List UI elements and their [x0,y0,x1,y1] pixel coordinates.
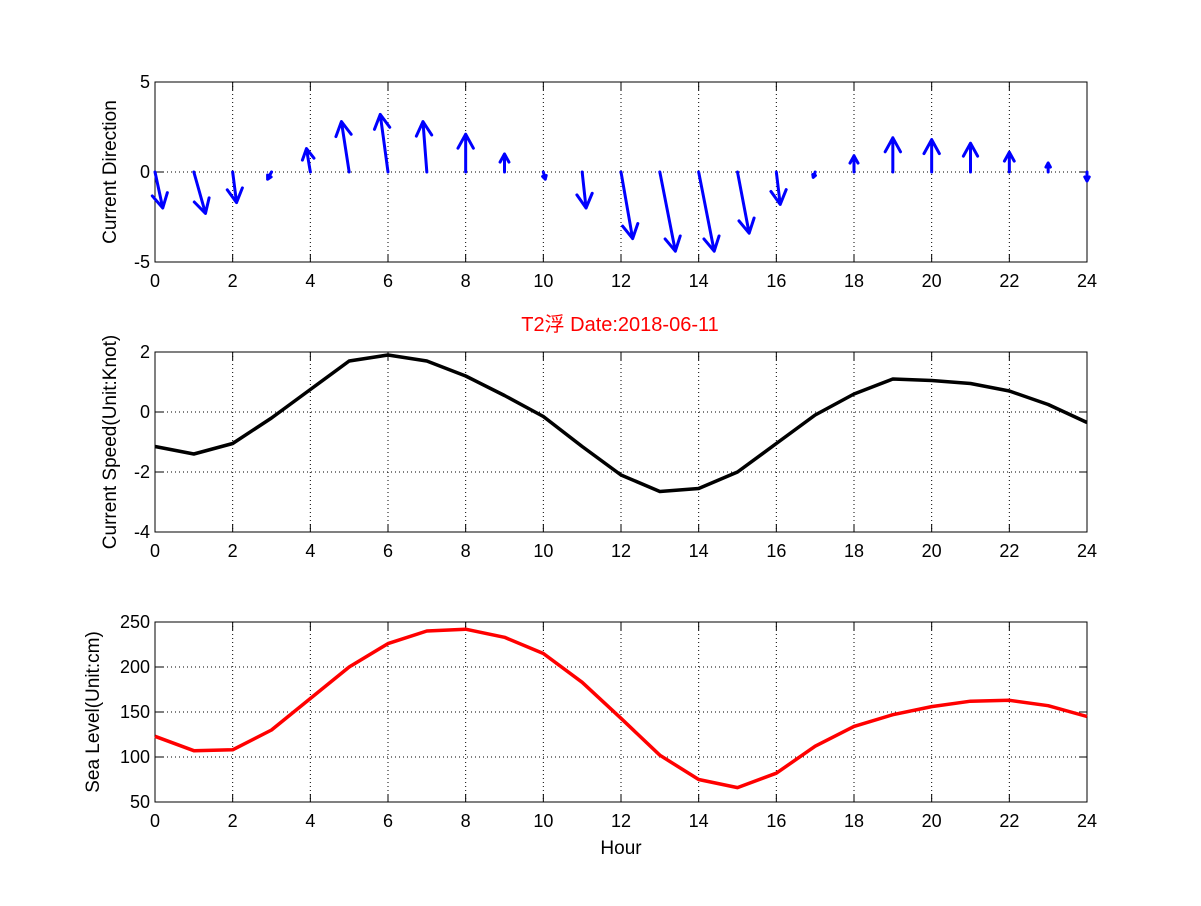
x-tick-label: 4 [305,811,315,831]
x-tick-label: 24 [1077,811,1097,831]
current-arrow [619,170,640,241]
current-arrow [1044,161,1052,174]
x-tick-label: 8 [461,541,471,561]
x-axis-label: Hour [600,838,642,859]
current-arrow [883,136,903,174]
y-tick-label: 5 [140,72,150,92]
current-arrow [541,170,548,181]
current-arrow [1002,150,1016,174]
x-tick-label: 6 [383,811,393,831]
x-tick-label: 0 [150,811,160,831]
y-tick-label: 150 [120,702,150,722]
x-tick-label: 12 [611,271,631,291]
y-tick-label: 200 [120,657,150,677]
x-tick-label: 16 [766,811,786,831]
x-tick-label: 10 [533,541,553,561]
current-arrow [225,170,244,205]
x-tick-label: 8 [461,811,471,831]
x-tick-label: 14 [689,271,709,291]
current-arrow [150,170,169,210]
x-tick-label: 18 [844,271,864,291]
x-tick-label: 4 [305,271,315,291]
x-tick-label: 4 [305,541,315,561]
x-tick-label: 0 [150,271,160,291]
current-arrow [300,147,316,174]
y-axis-label: Sea Level(Unit:cm) [83,631,104,793]
y-axis-label: Current Speed(Unit:Knot) [100,335,121,549]
y-tick-label: 0 [140,162,150,182]
x-tick-label: 20 [922,541,942,561]
y-tick-label: -2 [134,462,150,482]
current-arrow [372,112,392,174]
current-arrow [848,154,860,174]
x-tick-label: 2 [228,271,238,291]
current-arrow [456,132,475,174]
y-tick-label: 250 [120,612,150,632]
x-tick-label: 10 [533,271,553,291]
x-tick-label: 8 [461,271,471,291]
current-arrow [736,170,756,235]
x-tick-label: 20 [922,811,942,831]
x-tick-label: 22 [999,271,1019,291]
x-tick-label: 6 [383,541,393,561]
current-arrow [769,170,788,206]
x-tick-label: 22 [999,541,1019,561]
chart-title: T2浮 Date:2018-06-11 [521,313,719,336]
y-tick-label: 100 [120,747,150,767]
x-tick-label: 0 [150,541,160,561]
y-tick-label: -4 [134,522,150,542]
x-tick-label: 22 [999,811,1019,831]
x-tick-label: 10 [533,811,553,831]
y-tick-label: 2 [140,342,150,362]
y-tick-label: 50 [130,792,150,812]
x-tick-label: 12 [611,541,631,561]
x-tick-label: 16 [766,541,786,561]
x-tick-label: 20 [922,271,942,291]
x-tick-label: 14 [689,541,709,561]
x-tick-label: 24 [1077,271,1097,291]
current-arrow [334,120,353,174]
current-arrow [575,170,594,210]
y-tick-label: -5 [134,252,150,272]
y-tick-label: 0 [140,402,150,422]
current-arrow [498,152,511,174]
current-arrow [922,138,941,174]
x-tick-label: 2 [228,811,238,831]
x-tick-label: 18 [844,541,864,561]
current-arrow [961,141,980,174]
x-tick-label: 12 [611,811,631,831]
x-tick-label: 6 [383,271,393,291]
current-arrow [414,120,434,174]
x-tick-label: 14 [689,811,709,831]
current-arrow [697,170,721,253]
x-tick-label: 24 [1077,541,1097,561]
current-arrow [658,170,682,253]
x-tick-label: 16 [766,271,786,291]
x-tick-label: 2 [228,541,238,561]
current-arrow [192,170,211,215]
x-tick-label: 18 [844,811,864,831]
current-arrow [266,170,273,181]
current-arrow [1083,170,1091,183]
y-axis-label: Current Direction [100,100,121,244]
sea-level-line [154,627,1088,790]
current-arrow [811,170,817,179]
current-speed-line [154,353,1088,494]
